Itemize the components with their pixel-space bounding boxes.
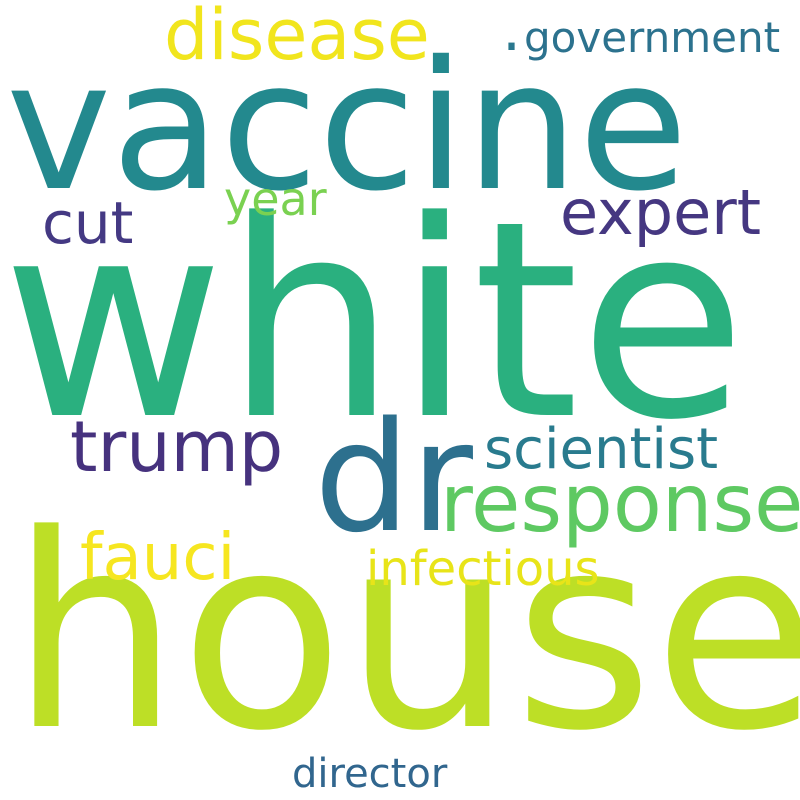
word-response: response (440, 457, 800, 550)
word-dot: . (502, 0, 522, 65)
word-house: house (10, 478, 800, 790)
word-dr: dr (314, 389, 473, 566)
word-government: government (524, 13, 781, 62)
word-director: director (292, 751, 448, 797)
word-year: year (224, 172, 327, 226)
word-expert: expert (560, 176, 762, 249)
word-infectious: infectious (366, 541, 600, 597)
word-cut: cut (42, 189, 134, 257)
word-fauci: fauci (80, 521, 236, 595)
word-vaccine: vaccine (6, 23, 688, 230)
word-disease: disease (164, 0, 430, 76)
word-white: white (2, 164, 747, 480)
word-scientist: scientist (484, 417, 719, 482)
word-trump: trump (70, 406, 284, 488)
